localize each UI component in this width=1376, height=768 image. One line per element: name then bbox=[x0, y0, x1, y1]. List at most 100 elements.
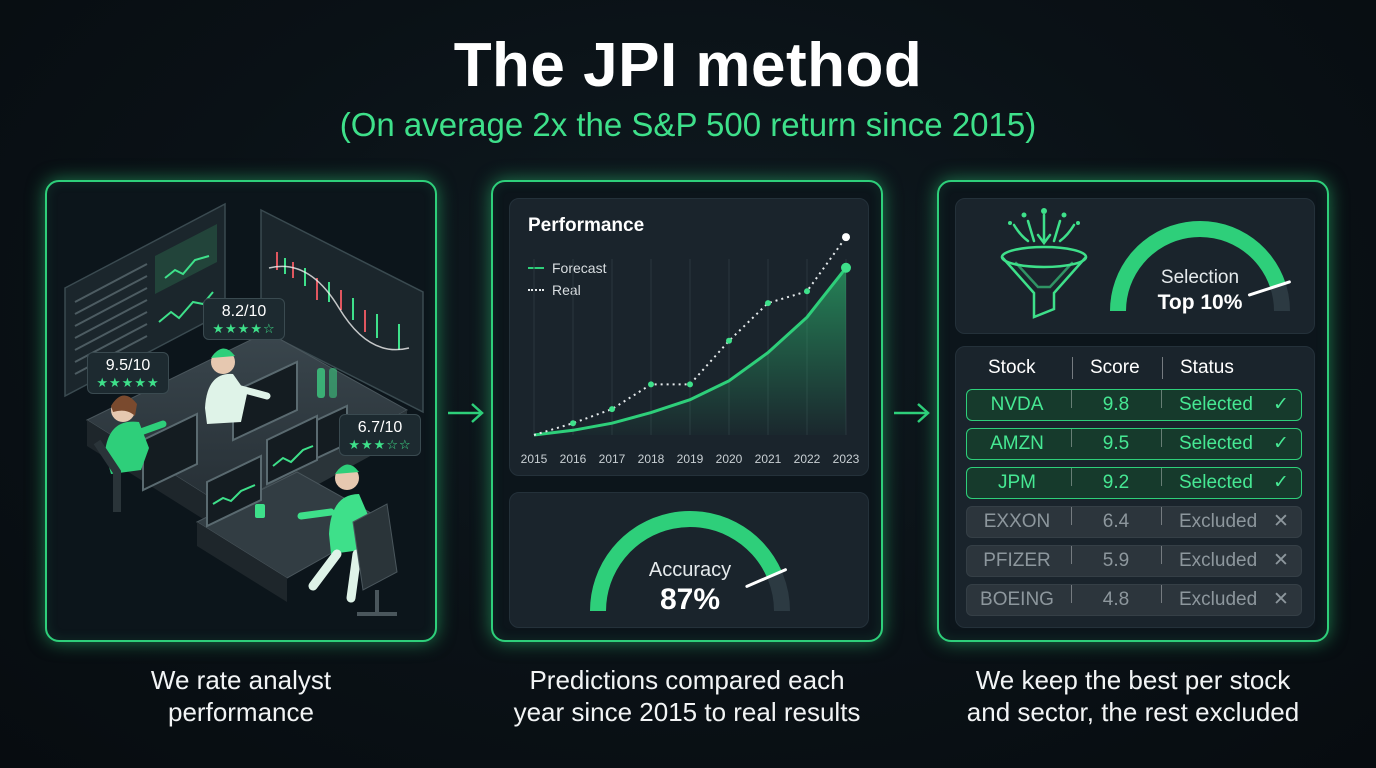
panel2-caption: Predictions compared each year since 201… bbox=[491, 664, 883, 728]
x-tick-label: 2017 bbox=[599, 452, 626, 466]
table-header: Stock Score Status bbox=[956, 357, 1316, 381]
rating-badge-2: 8.2/10 ★★★★☆ bbox=[203, 298, 285, 340]
cell-status: Excluded bbox=[1179, 511, 1258, 532]
arrow-right-icon bbox=[894, 403, 930, 423]
caption-line: Predictions compared each bbox=[529, 665, 845, 695]
cell-stock: NVDA bbox=[990, 394, 1044, 415]
forecast-line bbox=[533, 266, 848, 437]
check-icon: ✓ bbox=[1273, 394, 1289, 415]
rating-score: 8.2/10 bbox=[221, 303, 267, 320]
rating-stars: ★★★★★ bbox=[96, 375, 160, 390]
accuracy-label: Accuracy bbox=[648, 559, 732, 581]
panel3-caption: We keep the best per stock and sector, t… bbox=[937, 664, 1329, 728]
accuracy-gauge-needle bbox=[745, 568, 787, 588]
cell-score: 6.4 bbox=[1102, 511, 1130, 532]
legend-forecast: Forecast bbox=[528, 257, 606, 279]
check-icon: ✓ bbox=[1273, 433, 1289, 454]
selection-label: Selection bbox=[1160, 267, 1240, 288]
header-status: Status bbox=[1180, 357, 1234, 378]
legend-label: Forecast bbox=[552, 260, 607, 276]
selection-gauge-needle bbox=[1247, 280, 1291, 297]
header-score: Score bbox=[1090, 357, 1140, 378]
real-point bbox=[570, 420, 576, 427]
cell-status: Excluded bbox=[1179, 589, 1258, 610]
table-row: PFIZER 5.9 Excluded ✕ bbox=[966, 545, 1302, 577]
real-point bbox=[765, 300, 771, 307]
cell-status: Excluded bbox=[1179, 550, 1258, 571]
rating-score: 6.7/10 bbox=[357, 419, 403, 436]
arrow-right-icon bbox=[448, 403, 484, 423]
legend-real: Real bbox=[528, 279, 606, 301]
stock-table: Stock Score Status NVDA 9.8 Selected ✓ AMZN 9… bbox=[955, 346, 1315, 628]
real-point bbox=[648, 381, 654, 388]
chart-legend: Forecast Real bbox=[528, 257, 606, 301]
accuracy-value: 87% bbox=[659, 583, 721, 616]
selection-panel: Selection Top 10% Stock Score Status NVD… bbox=[937, 180, 1329, 642]
cell-score: 5.9 bbox=[1102, 550, 1130, 571]
caption-line: and sector, the rest excluded bbox=[966, 697, 1300, 727]
table-row: EXXON 6.4 Excluded ✕ bbox=[966, 506, 1302, 538]
analyst-rating-panel: 9.5/10 ★★★★★ 8.2/10 ★★★★☆ 6.7/10 ★★★☆☆ bbox=[45, 180, 437, 642]
close-icon: ✕ bbox=[1273, 550, 1289, 571]
rating-badge-1: 9.5/10 ★★★★★ bbox=[87, 352, 169, 394]
caption-line: We rate analyst bbox=[150, 665, 332, 695]
cell-stock: BOEING bbox=[980, 589, 1054, 610]
caption-line: year since 2015 to real results bbox=[513, 697, 861, 727]
forecast-area bbox=[534, 267, 846, 435]
caption-line: performance bbox=[168, 697, 314, 727]
cell-stock: PFIZER bbox=[983, 550, 1051, 571]
check-icon: ✓ bbox=[1273, 472, 1289, 493]
cell-score: 9.8 bbox=[1102, 394, 1130, 415]
x-tick-label: 2022 bbox=[794, 452, 821, 466]
rating-stars: ★★★☆☆ bbox=[348, 437, 412, 452]
selection-gauge bbox=[1110, 221, 1291, 312]
close-icon: ✕ bbox=[1273, 511, 1289, 532]
rating-badge-3: 6.7/10 ★★★☆☆ bbox=[339, 414, 421, 456]
performance-panel: Performance Forecast Real 2015 2016 2017 20… bbox=[491, 180, 883, 642]
page-subtitle: (On average 2x the S&P 500 return since … bbox=[339, 106, 1037, 143]
cell-stock: AMZN bbox=[990, 433, 1044, 454]
real-point bbox=[726, 337, 732, 344]
x-tick-label: 2019 bbox=[677, 452, 704, 466]
real-point bbox=[804, 288, 810, 295]
x-tick-label: 2015 bbox=[521, 452, 548, 466]
forecast-end-point bbox=[841, 262, 851, 273]
cell-stock: EXXON bbox=[983, 511, 1051, 532]
real-line bbox=[533, 236, 847, 436]
performance-chart-card: Performance Forecast Real 2015 2016 2017 20… bbox=[509, 198, 869, 476]
real-point bbox=[687, 381, 693, 388]
x-tick-label: 2018 bbox=[638, 452, 665, 466]
x-tick-label: 2016 bbox=[560, 452, 587, 466]
selection-value: Top 10% bbox=[1157, 291, 1243, 314]
caption-line: We keep the best per stock bbox=[975, 665, 1291, 695]
cell-status: Selected bbox=[1179, 433, 1253, 454]
cell-score: 9.5 bbox=[1102, 433, 1130, 454]
x-tick-label: 2023 bbox=[833, 452, 860, 466]
cell-status: Selected bbox=[1179, 394, 1253, 415]
cell-status: Selected bbox=[1179, 472, 1253, 493]
header-stock: Stock bbox=[988, 357, 1036, 378]
table-row: JPM 9.2 Selected ✓ bbox=[966, 467, 1302, 499]
selection-gauge-fill bbox=[1110, 221, 1286, 312]
close-icon: ✕ bbox=[1273, 589, 1289, 610]
x-tick-label: 2021 bbox=[755, 452, 782, 466]
accuracy-card: Accuracy 87% bbox=[509, 492, 869, 628]
rating-score: 9.5/10 bbox=[105, 357, 151, 374]
selection-card: Selection Top 10% bbox=[955, 198, 1315, 334]
chart-title: Performance bbox=[528, 215, 645, 236]
table-row: BOEING 4.8 Excluded ✕ bbox=[966, 584, 1302, 616]
legend-label: Real bbox=[552, 282, 581, 298]
accuracy-gauge bbox=[590, 511, 790, 612]
performance-line-chart: 2015 2016 2017 2018 2019 2020 2021 2022 2023 bbox=[521, 233, 860, 466]
analyst-office-illustration bbox=[64, 202, 424, 616]
table-row: NVDA 9.8 Selected ✓ bbox=[966, 389, 1302, 421]
funnel-icon bbox=[1000, 208, 1088, 319]
table-row: AMZN 9.5 Selected ✓ bbox=[966, 428, 1302, 460]
rating-stars: ★★★★☆ bbox=[212, 321, 276, 336]
x-tick-label: 2020 bbox=[716, 452, 743, 466]
cell-score: 4.8 bbox=[1102, 589, 1130, 610]
cell-score: 9.2 bbox=[1102, 472, 1130, 493]
real-point bbox=[609, 406, 615, 413]
panel1-caption: We rate analyst performance bbox=[45, 664, 437, 728]
cell-stock: JPM bbox=[998, 472, 1036, 493]
